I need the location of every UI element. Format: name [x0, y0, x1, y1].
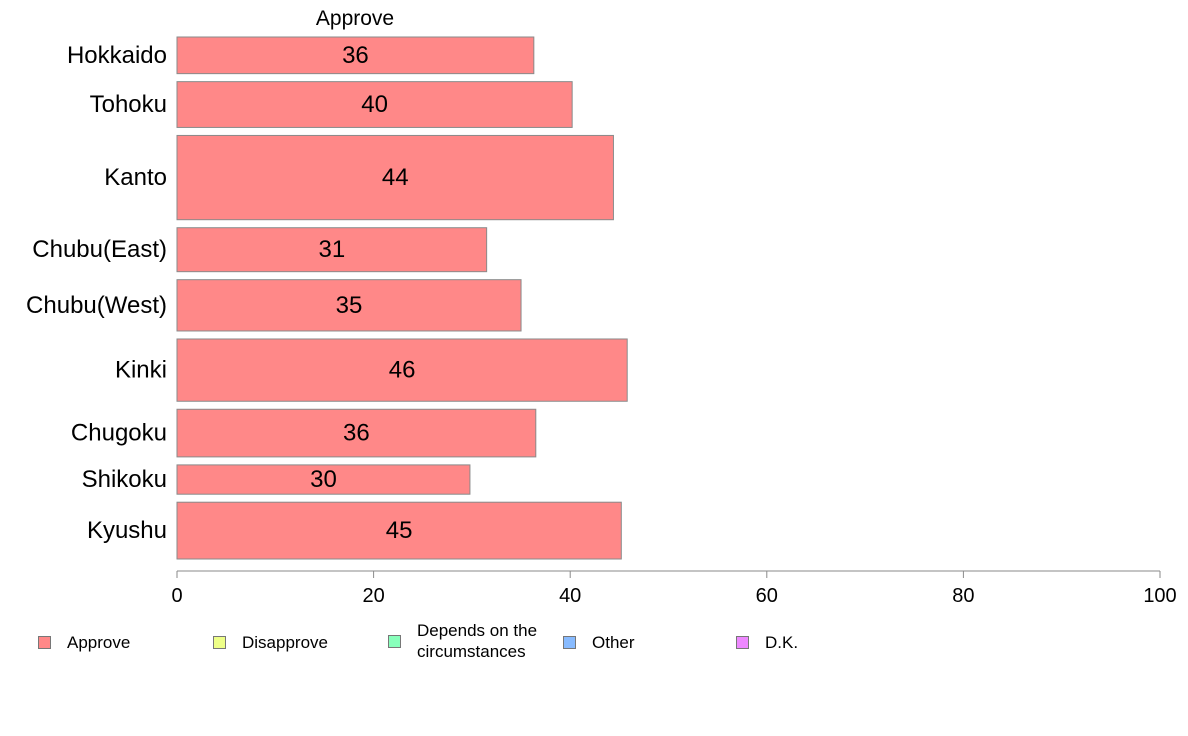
legend-swatch-approve [38, 636, 51, 649]
value-label-hokkaido: 36 [342, 42, 369, 69]
category-label-kanto: Kanto [104, 164, 167, 191]
x-tick-label-60: 60 [756, 585, 778, 607]
bar-kanto-approve [176, 134, 614, 221]
bar-chubu-east-approve [176, 227, 488, 273]
value-label-kanto: 44 [382, 164, 409, 191]
legend: Approve Disapprove Depends on the circum… [38, 620, 1138, 670]
category-label-kinki: Kinki [115, 357, 167, 384]
category-label-tohoku: Tohoku [90, 91, 167, 118]
legend-swatch-disapprove [213, 636, 226, 649]
bar-kyushu-approve [176, 501, 622, 560]
category-label-chubu-east: Chubu(East) [32, 236, 167, 263]
value-label-tohoku: 40 [361, 91, 388, 118]
x-axis: 0 20 40 60 80 100 [171, 570, 1177, 607]
legend-item-dk: D.K. [736, 632, 798, 653]
x-tick-label-20: 20 [362, 585, 384, 607]
legend-label-other: Other [592, 633, 635, 652]
category-label-shikoku: Shikoku [82, 466, 167, 493]
bar-hokkaido-approve [176, 36, 535, 75]
legend-label-depends: Depends on the circumstances [417, 621, 538, 661]
x-tick-label-40: 40 [559, 585, 581, 607]
legend-item-approve: Approve [38, 632, 130, 653]
legend-label-disapprove: Disapprove [242, 633, 328, 652]
legend-item-other: Other [563, 632, 635, 653]
bar-chugoku-approve [176, 408, 537, 458]
category-label-kyushu: Kyushu [87, 517, 167, 544]
value-label-chugoku: 36 [343, 420, 370, 447]
series-header: Approve [316, 7, 394, 30]
category-label-hokkaido: Hokkaido [67, 42, 167, 69]
value-label-chubu-east: 31 [318, 236, 345, 263]
legend-item-depends: Depends on the circumstances [388, 620, 557, 662]
x-tick-label-0: 0 [171, 585, 182, 607]
x-tick-label-80: 80 [952, 585, 974, 607]
bar-tohoku-approve [176, 81, 573, 128]
legend-swatch-dk [736, 636, 749, 649]
bar-group: 36 Hokkaido 40 Tohoku 44 Kanto 31 Chubu(East) 35… [26, 36, 628, 560]
value-label-shikoku: 30 [310, 466, 337, 493]
category-label-chugoku: Chugoku [71, 420, 167, 447]
value-label-kinki: 46 [389, 357, 416, 384]
legend-label-approve: Approve [67, 633, 131, 652]
category-label-chubu-west: Chubu(West) [26, 292, 167, 319]
value-label-kyushu: 45 [386, 517, 413, 544]
bar-chubu-west-approve [176, 279, 522, 332]
bar-shikoku-approve [176, 464, 471, 495]
value-label-chubu-west: 35 [336, 292, 363, 319]
bar-kinki-approve [176, 338, 628, 402]
legend-label-dk: D.K. [765, 633, 799, 652]
legend-item-disapprove: Disapprove [213, 632, 328, 653]
legend-swatch-other [563, 636, 576, 649]
legend-swatch-depends [388, 634, 401, 648]
x-tick-label-100: 100 [1143, 585, 1176, 607]
